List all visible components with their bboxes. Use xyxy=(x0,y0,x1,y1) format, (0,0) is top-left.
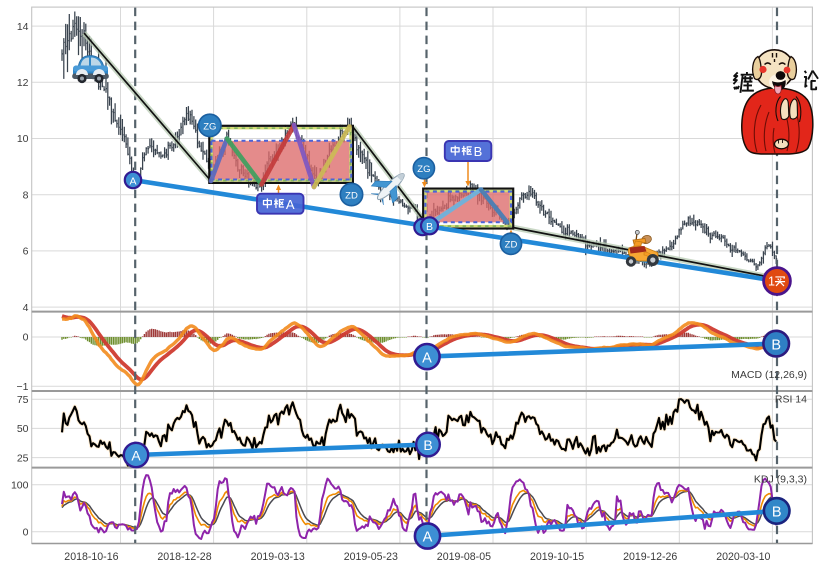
svg-text:A: A xyxy=(131,448,141,464)
svg-text:4: 4 xyxy=(23,302,29,314)
svg-text:B: B xyxy=(772,505,782,521)
svg-text:ZG: ZG xyxy=(203,121,216,132)
svg-text:2018-10-16: 2018-10-16 xyxy=(64,551,118,563)
svg-text:2019-12-26: 2019-12-26 xyxy=(623,551,677,563)
svg-text:2019-05-23: 2019-05-23 xyxy=(344,551,398,563)
svg-text:KDJ (9,3,3): KDJ (9,3,3) xyxy=(754,474,807,486)
svg-text:ZD: ZD xyxy=(505,240,518,251)
svg-text:2020-03-10: 2020-03-10 xyxy=(716,551,770,563)
svg-text:2019-08-05: 2019-08-05 xyxy=(437,551,491,563)
svg-text:B: B xyxy=(474,144,483,159)
svg-text:MACD (12,26,9): MACD (12,26,9) xyxy=(731,369,807,381)
svg-text:−1: −1 xyxy=(17,381,29,393)
svg-text:1: 1 xyxy=(768,275,775,289)
svg-text:25: 25 xyxy=(17,452,29,464)
svg-text:10: 10 xyxy=(17,133,29,145)
svg-text:6: 6 xyxy=(23,246,29,258)
svg-text:0: 0 xyxy=(23,332,29,344)
svg-text:8: 8 xyxy=(23,189,29,201)
svg-text:ZG: ZG xyxy=(417,164,430,175)
svg-text:14: 14 xyxy=(17,21,29,33)
svg-text:50: 50 xyxy=(17,423,29,435)
svg-text:100: 100 xyxy=(11,479,29,491)
svg-text:ZD: ZD xyxy=(345,190,358,201)
svg-text:0: 0 xyxy=(23,526,29,538)
svg-text:2019-03-13: 2019-03-13 xyxy=(251,551,305,563)
svg-text:A: A xyxy=(423,530,433,546)
svg-text:A: A xyxy=(286,197,295,212)
svg-text:B: B xyxy=(771,337,781,353)
svg-text:2019-10-15: 2019-10-15 xyxy=(530,551,584,563)
svg-text:A: A xyxy=(422,350,432,366)
svg-text:2018-12-28: 2018-12-28 xyxy=(157,551,211,563)
svg-text:A: A xyxy=(129,175,136,187)
svg-text:RSI 14: RSI 14 xyxy=(775,394,807,406)
svg-text:12: 12 xyxy=(17,77,29,89)
svg-text:B: B xyxy=(423,437,432,453)
svg-text:B: B xyxy=(426,221,433,233)
svg-text:75: 75 xyxy=(17,394,29,406)
